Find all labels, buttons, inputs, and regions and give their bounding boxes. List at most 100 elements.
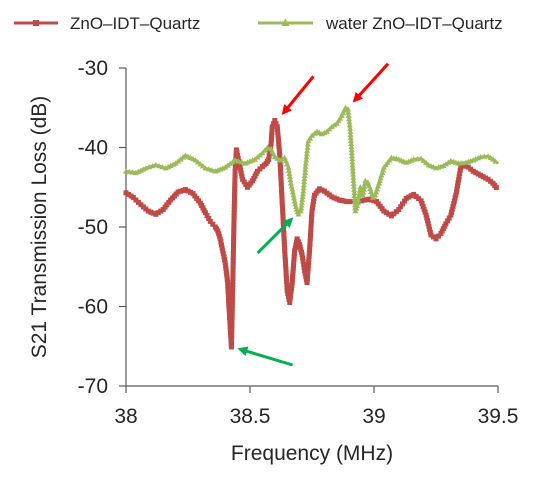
series-1-point [229,303,235,308]
series-1-point [278,173,284,179]
red-arrow-annotation [352,62,390,103]
series-2-point [340,110,346,116]
x-tick-labels: 38 38.5 39 39.5 [114,405,518,428]
series-2-point [205,166,212,172]
series-2-point [304,141,311,147]
series-2-point [346,115,352,122]
series-1-point [238,170,244,176]
series-1-point [290,268,296,274]
series-1-point [225,280,231,286]
series-1-point [297,244,303,250]
series-2-point [299,196,306,202]
series-1-point [288,291,294,297]
series-1-point [230,285,236,291]
series-1-point [300,255,306,261]
series-2-point [355,197,362,203]
series-2-point [301,172,308,178]
series-1-point [275,135,281,141]
series-2-point [159,164,166,170]
series-2-point [347,134,354,140]
series-1-point [275,132,281,138]
series-1-point [229,335,235,341]
series-1-point [225,286,231,292]
series-1-point [230,294,235,299]
series-1-point [304,280,310,286]
x-axis-title: Frequency (MHz) [231,442,393,465]
series-1-point [310,205,315,211]
series-1-point [225,283,231,289]
series-1-point [445,218,451,224]
series-1-point [229,305,235,311]
series-1-point [279,188,285,194]
series-1-point [450,204,456,210]
series-1-point [290,271,296,277]
series-2-point [367,185,374,191]
series-1-point [232,186,238,192]
series-1-point [306,251,312,257]
series-1-point [280,206,286,212]
series-1-point [289,280,295,286]
series-2-point [303,154,310,160]
series-2-point [348,146,355,153]
series-2-point [285,164,292,170]
series-2-point [354,200,361,206]
series-1-point [269,124,275,130]
series-1-point [308,217,314,223]
series-1-point [275,130,281,136]
series-1-point [451,201,457,207]
series-2-point [345,109,352,115]
series-1-point [307,239,313,245]
series-2-point [297,208,304,214]
series-1-point [229,338,234,344]
series-1-point [291,257,297,262]
series-1-point [448,212,454,218]
series-1-point [216,233,222,239]
series-1-point [223,266,229,271]
series-1-point [425,221,431,227]
series-2-point [238,159,245,165]
series-1-point [232,189,238,195]
series-1-point [433,236,439,242]
series-1-point [231,233,237,239]
series-2-point [420,157,427,163]
series-1-point [226,301,232,306]
series-2-point [299,193,306,200]
y-axis-ticks [119,67,126,387]
series-1-point [231,221,237,227]
series-1-point [230,279,236,284]
series-1-point [279,200,285,206]
series-1-point [401,198,407,204]
series-1-point [232,180,238,186]
series-2-point [337,115,344,121]
series-1-point [347,199,353,205]
series-1-point [230,269,236,275]
series-1-point [278,167,283,173]
series-1-point [455,180,461,186]
series-1-point [456,177,462,183]
series-2-point [368,188,375,194]
series-1-point [231,218,237,224]
series-1-point [230,248,236,254]
series-1-point [307,236,313,242]
series-1-point [287,297,293,303]
series-2-point [350,174,357,180]
series-2-point [492,158,499,164]
series-1-point [281,236,287,242]
series-1-point [220,251,226,257]
series-1-point [420,204,426,209]
series-1-point [289,277,295,283]
series-1-point [457,171,463,177]
series-1-point [290,274,296,280]
series-1-point [233,147,239,153]
series-1-point [426,223,432,229]
x-tick-label: 39.5 [478,405,519,428]
series-1-point [276,141,282,147]
series-1-point [278,179,284,185]
series-1-point [292,248,298,254]
series-1-point [424,215,430,221]
series-1-point [308,220,314,226]
series-1-point [279,197,285,203]
series-2-point [360,189,367,195]
series-1-point [280,209,286,215]
series-1-point [232,171,238,177]
